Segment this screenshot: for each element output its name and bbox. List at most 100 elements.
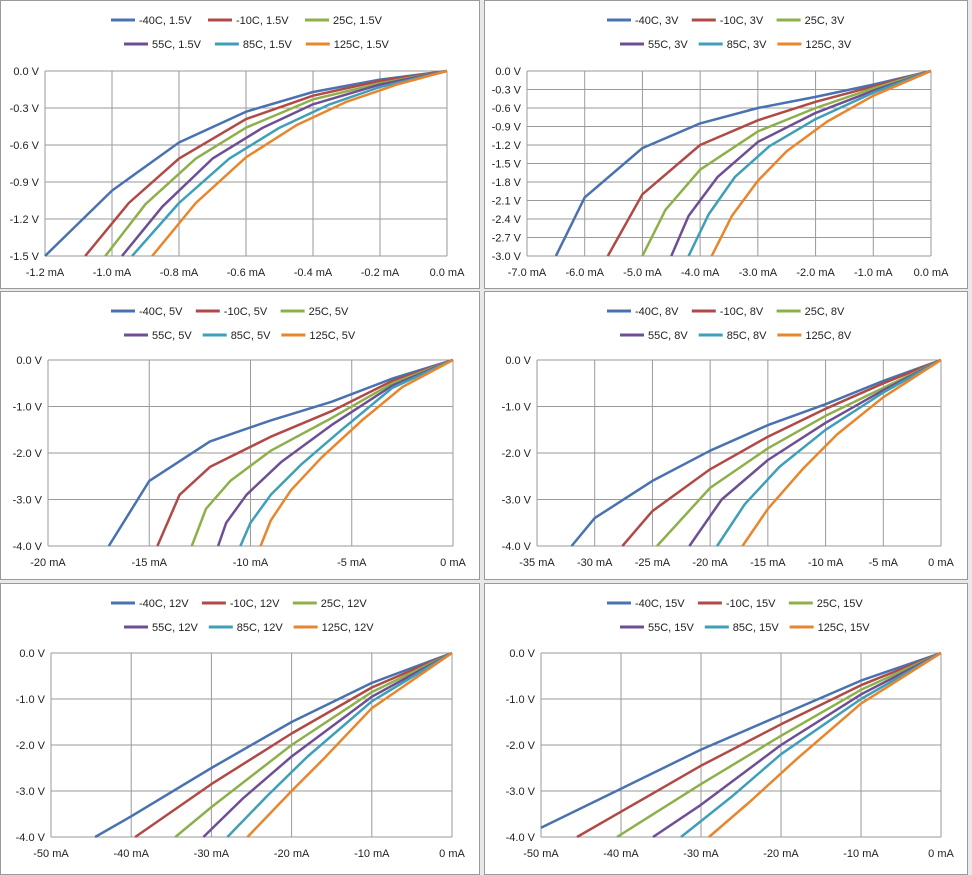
- y-tick-label: -4.0 V: [16, 832, 46, 844]
- legend-label: -40C, 12V: [139, 598, 189, 610]
- series-line-25C: [104, 69, 448, 257]
- y-tick-label: -0.6 V: [10, 140, 40, 152]
- y-tick-label: -2.1 V: [492, 196, 522, 208]
- series-line-125C: [708, 651, 942, 838]
- y-tick-label: -0.9 V: [492, 122, 522, 134]
- series-line-55C: [670, 69, 932, 257]
- series-line-85C: [239, 358, 454, 547]
- legend-label: 55C, 15V: [648, 622, 695, 634]
- y-tick-label: -2.7 V: [492, 233, 522, 245]
- x-tick-label: -0.4 mA: [294, 267, 333, 279]
- legend-label: 125C, 12V: [322, 622, 375, 634]
- legend-label: 55C, 8V: [648, 330, 688, 342]
- y-tick-label: -1.8 V: [492, 177, 522, 189]
- series-line-125C: [741, 358, 942, 547]
- y-tick-label: -1.5 V: [10, 251, 40, 263]
- y-tick-label: 0.0 V: [509, 648, 535, 660]
- legend-label: 125C, 3V: [805, 39, 852, 51]
- legend-label: 55C, 5V: [152, 330, 192, 342]
- legend-label: 25C, 12V: [321, 598, 368, 610]
- legend-label: 85C, 1.5V: [243, 39, 293, 51]
- chart-panel-12v: -50 mA -40 mA -30 mA -20 mA -10 mA 0 mA 0.0 V -…: [0, 583, 480, 875]
- series-line-25C: [641, 69, 932, 257]
- x-tick-label: 0 mA: [928, 557, 954, 569]
- series-line-55C: [202, 651, 453, 838]
- series-line--40C: [107, 358, 454, 547]
- legend-label: -10C, 5V: [224, 306, 268, 318]
- series-line--10C: [606, 69, 932, 257]
- y-tick-label: -2.0 V: [506, 740, 536, 752]
- series-line-55C: [652, 651, 942, 839]
- legend-label: 85C, 5V: [231, 330, 271, 342]
- series-line-85C: [226, 651, 453, 838]
- x-tick-label: -20 mA: [30, 557, 66, 569]
- legend-label: 55C, 12V: [152, 622, 199, 634]
- series-line--10C: [576, 651, 942, 839]
- y-tick-label: -0.3 V: [10, 103, 40, 115]
- legend-label: -10C, 3V: [720, 15, 764, 27]
- x-tick-label: -1.0 mA: [93, 267, 132, 279]
- legend-label: 125C, 1.5V: [334, 39, 390, 51]
- x-tick-label: -30 mA: [683, 848, 719, 860]
- x-tick-label: -15 mA: [750, 557, 786, 569]
- x-tick-label: -1.0 mA: [854, 267, 893, 279]
- y-tick-label: -0.3 V: [492, 85, 522, 97]
- y-tick-label: -0.9 V: [10, 177, 40, 189]
- x-tick-label: -20 mA: [274, 848, 310, 860]
- y-tick-label: -1.0 V: [506, 694, 536, 706]
- series-line--40C: [570, 358, 942, 547]
- y-tick-label: -3.0 V: [502, 495, 532, 507]
- series-line-125C: [246, 651, 453, 838]
- x-tick-label: -1.2 mA: [26, 267, 65, 279]
- x-tick-label: -5 mA: [337, 557, 367, 569]
- legend-label: 25C, 1.5V: [333, 15, 383, 27]
- legend-label: 25C, 15V: [817, 598, 864, 610]
- legend-label: 85C, 12V: [237, 622, 284, 634]
- y-tick-label: -1.0 V: [502, 402, 532, 414]
- legend-label: 25C, 8V: [805, 306, 845, 318]
- y-tick-label: -3.0 V: [506, 786, 536, 798]
- y-tick-label: -1.0 V: [16, 694, 46, 706]
- x-tick-label: -20 mA: [763, 848, 799, 860]
- x-tick-label: -5 mA: [869, 557, 899, 569]
- x-tick-label: -10 mA: [354, 848, 390, 860]
- x-tick-label: -40 mA: [113, 848, 149, 860]
- series-line-55C: [121, 69, 448, 257]
- series-line--10C: [84, 69, 448, 257]
- x-tick-label: -25 mA: [635, 557, 671, 569]
- x-tick-label: -5.0 mA: [623, 267, 662, 279]
- y-tick-label: 0.0 V: [19, 648, 45, 660]
- y-tick-label: 0.0 V: [505, 355, 531, 367]
- legend-label: 125C, 8V: [805, 330, 852, 342]
- x-tick-label: -3.0 mA: [739, 267, 778, 279]
- legend-label: -40C, 3V: [635, 15, 679, 27]
- legend-label: -40C, 1.5V: [139, 15, 192, 27]
- x-tick-label: -20 mA: [692, 557, 728, 569]
- chart-panel-3v: -7.0 mA -6.0 mA -5.0 mA -4.0 mA -3.0 mA -2.0 …: [484, 0, 968, 289]
- legend-label: 85C, 3V: [727, 39, 767, 51]
- x-tick-label: -30 mA: [194, 848, 230, 860]
- y-tick-label: -2.0 V: [502, 448, 532, 460]
- series-line-125C: [151, 69, 448, 257]
- legend-label: 55C, 3V: [648, 39, 688, 51]
- chart-svg-3v: -7.0 mA -6.0 mA -5.0 mA -4.0 mA -3.0 mA -2.0 …: [492, 15, 949, 279]
- y-tick-label: -2.0 V: [13, 448, 43, 460]
- legend-label: -10C, 12V: [230, 598, 280, 610]
- y-tick-label: -4.0 V: [13, 541, 43, 553]
- x-tick-label: -10 mA: [233, 557, 269, 569]
- x-tick-label: -40 mA: [603, 848, 639, 860]
- series-line-85C: [687, 69, 932, 257]
- x-tick-label: 0.0 mA: [430, 267, 466, 279]
- y-tick-label: -1.2 V: [10, 214, 40, 226]
- x-tick-label: -30 mA: [577, 557, 613, 569]
- y-tick-label: 0.0 V: [13, 66, 39, 78]
- legend-label: -10C, 15V: [726, 598, 776, 610]
- series-line-25C: [616, 651, 942, 839]
- y-tick-label: -3.0 V: [16, 786, 46, 798]
- x-tick-label: -50 mA: [33, 848, 69, 860]
- y-tick-label: -3.0 V: [492, 251, 522, 263]
- series-line-25C: [656, 358, 942, 547]
- legend-label: 25C, 5V: [309, 306, 349, 318]
- legend-label: 85C, 15V: [733, 622, 780, 634]
- series-line-125C: [710, 69, 932, 257]
